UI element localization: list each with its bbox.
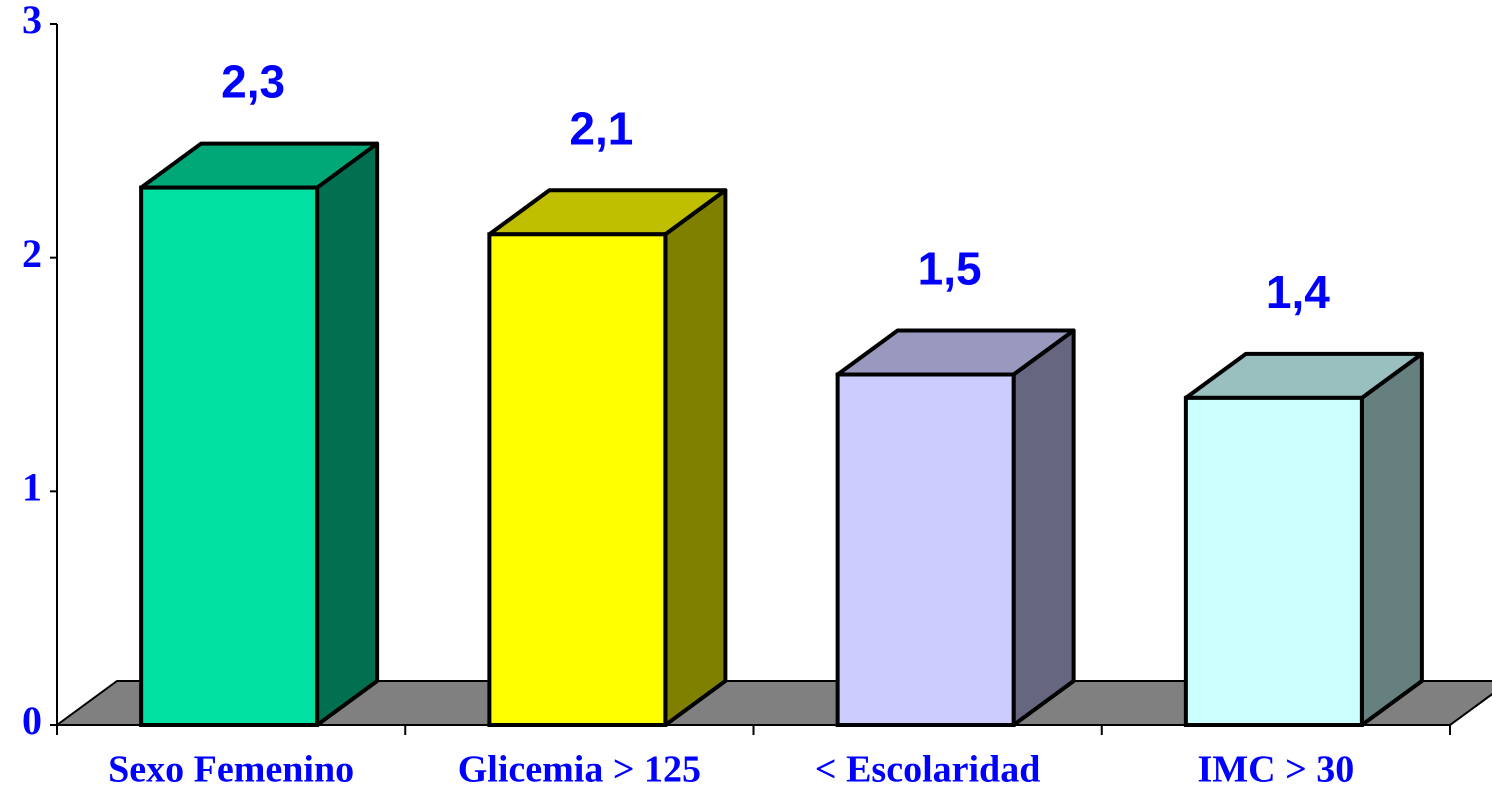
bar (1183, 351, 1424, 727)
bar (139, 141, 380, 728)
y-tick-label: 3 (22, 0, 42, 42)
x-tick-label: Glicemia > 125 (458, 749, 701, 791)
value-label: 1,5 (918, 243, 982, 295)
y-tick-label: 0 (22, 698, 42, 743)
y-tick-label: 2 (22, 231, 42, 276)
bar-side (315, 141, 380, 727)
bar-side (1359, 351, 1424, 727)
bar-front (487, 232, 668, 728)
value-label: 2,1 (569, 102, 633, 154)
bar (835, 328, 1076, 727)
x-tick-label: Sexo Femenino (108, 749, 354, 791)
bar-front (139, 185, 320, 728)
x-tick-label: < Escolaridad (815, 749, 1040, 791)
bar-front (835, 372, 1016, 727)
bar-side (663, 188, 728, 727)
value-label: 1,4 (1266, 266, 1330, 318)
bar (487, 188, 728, 728)
y-tick-label: 1 (22, 465, 42, 510)
bar-front (1183, 395, 1364, 727)
value-label: 2,3 (221, 56, 285, 108)
bar-side (1011, 328, 1076, 727)
x-tick-label: IMC > 30 (1198, 749, 1355, 791)
